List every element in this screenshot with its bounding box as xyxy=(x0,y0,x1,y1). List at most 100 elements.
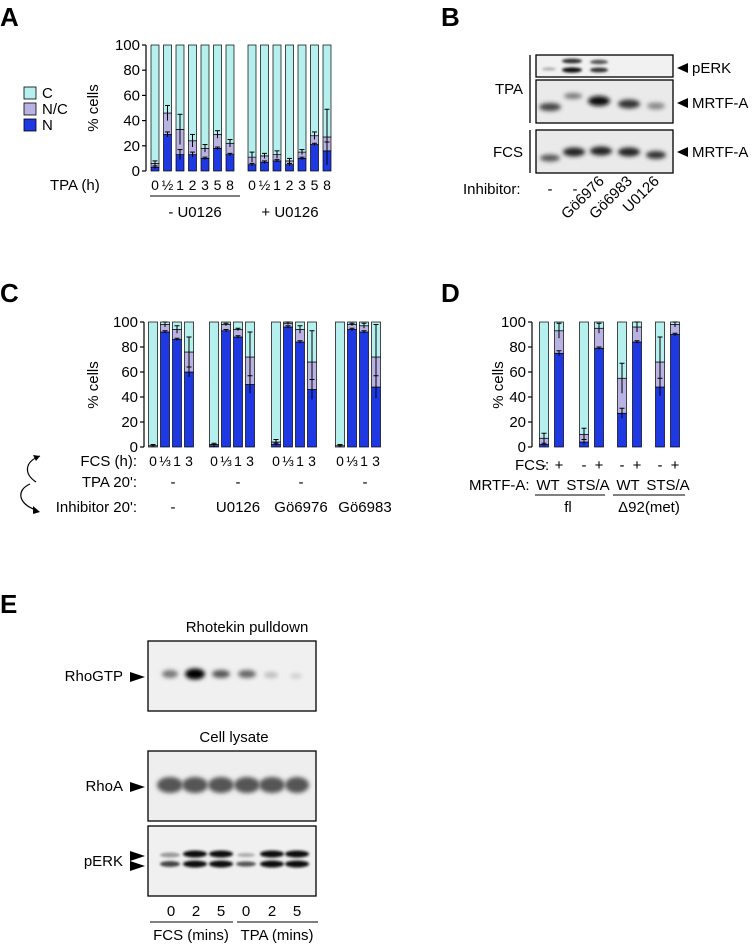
panel-a-xrow-label: TPA (h) xyxy=(50,177,100,194)
band xyxy=(562,58,582,64)
time-label: 8 xyxy=(226,177,234,193)
fcs-mark: - xyxy=(582,457,587,474)
time-label: ⅓ xyxy=(282,453,294,469)
band xyxy=(646,151,666,159)
y-tick-label: 40 xyxy=(121,389,138,406)
tpa-mark: - xyxy=(299,474,304,491)
bar-segment-c xyxy=(272,44,282,155)
y-tick-label: 60 xyxy=(509,364,526,381)
arrowhead-icon xyxy=(33,506,40,514)
fcs-mark: + xyxy=(595,457,604,474)
time-label: 1 xyxy=(360,453,368,469)
panel-d-fcs-marks: - + - + - + - + xyxy=(542,457,680,474)
time-label: 0 xyxy=(242,903,250,920)
arrowhead-icon xyxy=(130,782,145,792)
tpa-mark: - xyxy=(363,474,368,491)
panel-b-group-fcs: FCS xyxy=(493,144,523,161)
time-label: 1 xyxy=(234,453,242,469)
bar-segment-c xyxy=(188,44,197,142)
arrowhead-icon xyxy=(33,455,40,461)
bar-segment-n xyxy=(160,331,170,448)
bar-segment-c xyxy=(579,321,589,435)
construct-label: fl xyxy=(564,499,572,516)
bar-segment-c xyxy=(209,321,219,445)
order-arrows xyxy=(20,455,41,511)
group-label-fcs-mins: FCS (mins) xyxy=(153,927,229,944)
bar-segment-c xyxy=(225,44,235,144)
y-tick-label: 40 xyxy=(123,113,140,130)
bar-segment-n xyxy=(272,160,282,172)
y-tick-label: 0 xyxy=(130,439,138,456)
panel-label-e: E xyxy=(0,589,17,619)
rhoa-bands xyxy=(157,777,309,793)
time-label: 3 xyxy=(298,177,306,193)
band xyxy=(618,147,640,157)
time-label: 3 xyxy=(308,453,316,469)
group-label-tpa-mins: TPA (mins) xyxy=(240,927,313,944)
bar-segment-c xyxy=(539,321,549,439)
panel-a-ylabel: % cells xyxy=(85,84,102,132)
arrowhead-icon xyxy=(677,63,688,73)
inhibitor-name: - xyxy=(171,499,176,516)
mrtf-value: WT xyxy=(616,477,639,494)
band xyxy=(542,67,556,71)
y-tick-label: 40 xyxy=(509,389,526,406)
time-label: 3 xyxy=(185,453,193,469)
bar-segment-n xyxy=(184,371,194,448)
y-tick-label: 20 xyxy=(121,414,138,431)
perk-bands xyxy=(160,850,309,868)
y-tick-label: 0 xyxy=(518,439,526,456)
band-label-perk: pERK xyxy=(692,60,731,77)
arrowhead-icon xyxy=(130,672,145,682)
time-label: 2 xyxy=(286,177,294,193)
time-label: 2 xyxy=(192,903,200,920)
fcs-mark: - xyxy=(620,457,625,474)
bar-segment-n xyxy=(297,158,307,172)
bar-segment-n xyxy=(172,339,182,448)
band-label-rhogtp: RhoGTP xyxy=(65,668,123,685)
bar-segment-n xyxy=(245,384,255,448)
bar-segment-n xyxy=(221,330,231,448)
band-label-perk-e: pERK xyxy=(84,853,123,870)
panel-c-chart: 0 20 40 60 80 100 xyxy=(113,314,381,456)
pulldown-title: Rhotekin pulldown xyxy=(186,619,309,636)
time-label: 5 xyxy=(217,903,225,920)
row-label-inhibitor: Inhibitor 20': xyxy=(56,499,137,516)
bar-segment-n xyxy=(163,134,172,172)
bar-segment-n xyxy=(310,144,319,172)
fcs-mark: - xyxy=(542,457,547,474)
inhibitor-name: Gö6976 xyxy=(274,499,327,516)
tpa-mark: - xyxy=(171,474,176,491)
band xyxy=(563,147,585,157)
time-label: 5 xyxy=(293,903,301,920)
panel-a-legend: C N/C N xyxy=(23,85,68,134)
y-tick-label: 20 xyxy=(509,414,526,431)
band-label-mrtf-tpa: MRTF-A xyxy=(692,95,748,112)
y-tick-label: 80 xyxy=(509,339,526,356)
panel-b-blots xyxy=(535,54,674,174)
band-label-mrtf-fcs: MRTF-A xyxy=(692,144,748,161)
bar-segment-n xyxy=(233,336,243,448)
bar-segment-c xyxy=(260,44,269,157)
time-label: 5 xyxy=(214,177,222,193)
mrtf-label: MRTF-A: xyxy=(469,477,530,494)
group-label-2: + U0126 xyxy=(261,204,318,221)
y-tick-label: 60 xyxy=(121,364,138,381)
bar-segment-n xyxy=(295,341,305,448)
time-label: ½ xyxy=(162,177,174,193)
lane-label: - xyxy=(548,181,553,198)
time-label: 8 xyxy=(323,177,331,193)
group-label-1: - U0126 xyxy=(168,204,221,221)
time-label: 1 xyxy=(173,453,181,469)
time-label: ⅓ xyxy=(346,453,358,469)
legend-swatch-c xyxy=(23,86,37,100)
bar-segment-n xyxy=(554,352,564,448)
time-label: ½ xyxy=(259,177,271,193)
fcs-mark: + xyxy=(671,457,680,474)
bar-segment-n xyxy=(655,386,665,448)
blot-perk xyxy=(535,54,674,78)
band xyxy=(647,102,665,110)
